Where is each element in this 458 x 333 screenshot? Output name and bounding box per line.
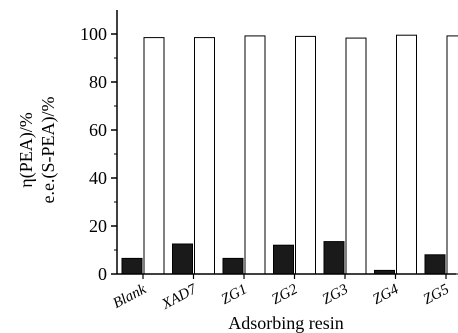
bar-series-1-zg5 [424, 254, 446, 275]
bar-series-2-xad7 [194, 37, 215, 275]
bar-series-1-blank [121, 257, 143, 275]
x-category-label: ZG1 [219, 281, 250, 308]
bar-series-2-zg5 [446, 35, 458, 275]
bar-series-2-zg3 [345, 37, 367, 275]
bar-series-2-zg4 [396, 34, 417, 275]
bar-series-1-xad7 [172, 243, 193, 275]
bar-series-1-zg1 [222, 257, 244, 275]
bar-series-2-zg1 [244, 35, 266, 275]
y-tick-label: 60 [89, 120, 107, 140]
bar-series-2-zg2 [295, 35, 316, 275]
x-category-label: ZG3 [320, 281, 351, 308]
x-axis-label: Adsorbing resin [228, 313, 344, 333]
y-tick-label: 100 [80, 24, 107, 44]
x-category-label: Blank [110, 281, 149, 312]
y-axis-label-line-1: η(PEA)/% [16, 112, 37, 187]
y-tick-label: 0 [98, 264, 107, 284]
y-tick-label: 20 [89, 216, 107, 236]
bar-series-1-zg3 [323, 241, 345, 275]
x-axis-categories: Blank XAD7 ZG1 ZG2 ZG3 ZG4 ZG5 [110, 274, 452, 313]
x-category-label: XAD7 [159, 281, 201, 314]
bar-marks [121, 34, 458, 275]
x-category-label: ZG5 [421, 281, 453, 308]
y-tick-label: 40 [89, 168, 107, 188]
bar-series-1-zg2 [273, 244, 294, 275]
y-axis-ticks: 0 20 40 60 80 100 [80, 24, 117, 284]
y-tick-label: 80 [89, 72, 107, 92]
bar-series-2-blank [143, 37, 165, 275]
x-category-label: ZG4 [370, 281, 402, 308]
x-category-label: ZG2 [269, 281, 301, 308]
y-axis-label-line-2: e.e.(S-PEA)/% [38, 97, 59, 204]
